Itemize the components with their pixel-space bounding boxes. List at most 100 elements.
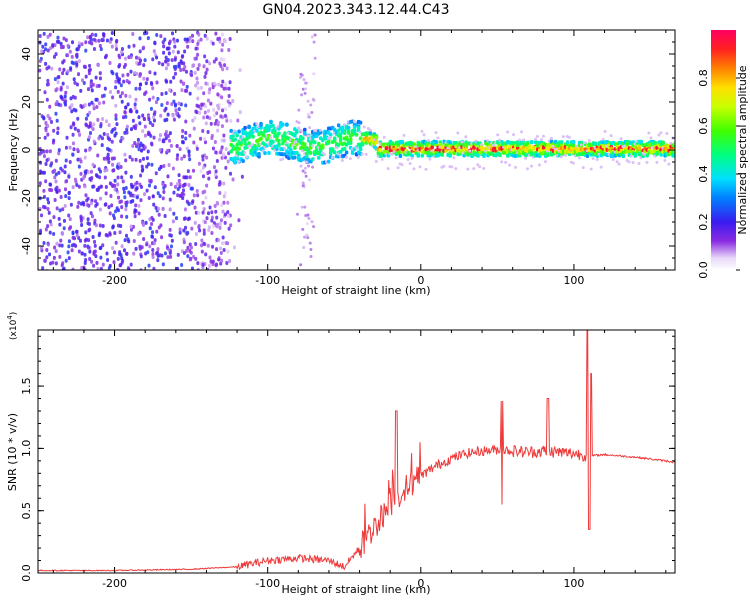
heatmap-cell [39,160,43,165]
heatmap-cell [229,223,233,228]
heatmap-cell [124,158,128,163]
heatmap-cell [51,140,55,145]
heatmap-cell [217,36,221,41]
x-tick-label: 0 [417,274,424,287]
heatmap-cell [189,245,193,250]
heatmap-cell [394,156,398,160]
heatmap-cell [39,49,43,54]
heatmap-cell [422,133,426,137]
heatmap-cell [454,167,458,171]
heatmap-cell [122,190,126,195]
heatmap-cell [277,131,281,136]
heatmap-cell [247,141,251,146]
heatmap-cell [222,181,226,186]
heatmap-cell [113,231,117,236]
heatmap-cell [169,143,173,148]
heatmap-cell [225,66,229,71]
heatmap-cell [83,102,87,107]
heatmap-cell [148,183,152,188]
heatmap-cell [522,138,526,142]
heatmap-cell [200,102,204,107]
heatmap-cell [70,103,74,108]
heatmap-cell [90,214,94,219]
heatmap-cell [208,255,212,260]
heatmap-cell [629,154,633,158]
heatmap-cell [84,148,88,153]
heatmap-cell [303,131,307,136]
heatmap-cell [88,63,92,68]
heatmap-cell [92,46,96,51]
heatmap-cell [161,262,165,267]
heatmap-cell [173,103,177,108]
heatmap-cell [237,160,241,164]
heatmap-cell [283,131,287,136]
heatmap-cell [185,84,189,89]
heatmap-cell [191,199,195,204]
heatmap-cell [38,181,42,186]
heatmap-cell [162,189,166,194]
heatmap-cell [118,230,122,235]
heatmap-cell [221,108,225,113]
heatmap-cell [63,203,67,208]
heatmap-cell [231,177,235,182]
heatmap-cell [46,132,50,137]
heatmap-cell [83,155,87,160]
spectrogram-xlabel: Height of straight line (km) [281,284,430,297]
heatmap-cell [667,162,671,166]
heatmap-cell [301,227,305,231]
heatmap-cell [186,230,190,235]
heatmap-cell [299,72,303,76]
heatmap-cell [297,126,301,130]
heatmap-cell [89,81,93,86]
heatmap-cell [535,135,539,139]
heatmap-cell [104,185,108,190]
heatmap-cell [73,95,77,100]
heatmap-cell [67,213,71,218]
heatmap-cell [227,103,231,108]
heatmap-cell [222,153,226,158]
heatmap-cell [135,109,139,114]
heatmap-cell [182,251,186,256]
heatmap-cell [75,183,79,188]
heatmap-cell [80,222,84,227]
heatmap-cell [305,222,309,226]
heatmap-cell [98,223,102,228]
heatmap-cell [217,238,221,243]
heatmap-cell [138,73,142,78]
heatmap-cell [90,32,94,37]
heatmap-cell [145,242,149,247]
heatmap-cell [95,202,99,207]
heatmap-cell [218,225,222,230]
snr-series-line [38,330,675,572]
heatmap-cell [119,139,123,144]
heatmap-cell [207,108,211,113]
heatmap-cell [420,153,425,158]
heatmap-cell [90,176,94,181]
heatmap-cell [309,103,313,107]
heatmap-cell [135,60,139,65]
heatmap-cell [82,64,86,69]
heatmap-cell [663,158,667,162]
heatmap-cell [196,52,200,57]
heatmap-cell [285,122,289,127]
heatmap-cell [231,133,235,138]
heatmap-cell [306,236,310,240]
heatmap-cell [202,241,206,246]
heatmap-cell [313,140,317,145]
heatmap-cell [191,63,195,68]
heatmap-cell [46,207,50,212]
heatmap-cell [430,145,434,150]
heatmap-cell [158,137,162,142]
heatmap-cell [158,194,162,199]
heatmap-cell [549,136,553,140]
y-tick-label: 1.0 [20,440,33,458]
heatmap-cell [386,167,390,171]
heatmap-cell [76,147,80,152]
heatmap-cell [209,101,213,106]
heatmap-cell [67,196,71,201]
heatmap-cell [188,35,192,40]
heatmap-cell [362,125,366,129]
heatmap-cell [183,88,187,93]
heatmap-cell [80,42,84,47]
heatmap-cell [185,146,189,151]
